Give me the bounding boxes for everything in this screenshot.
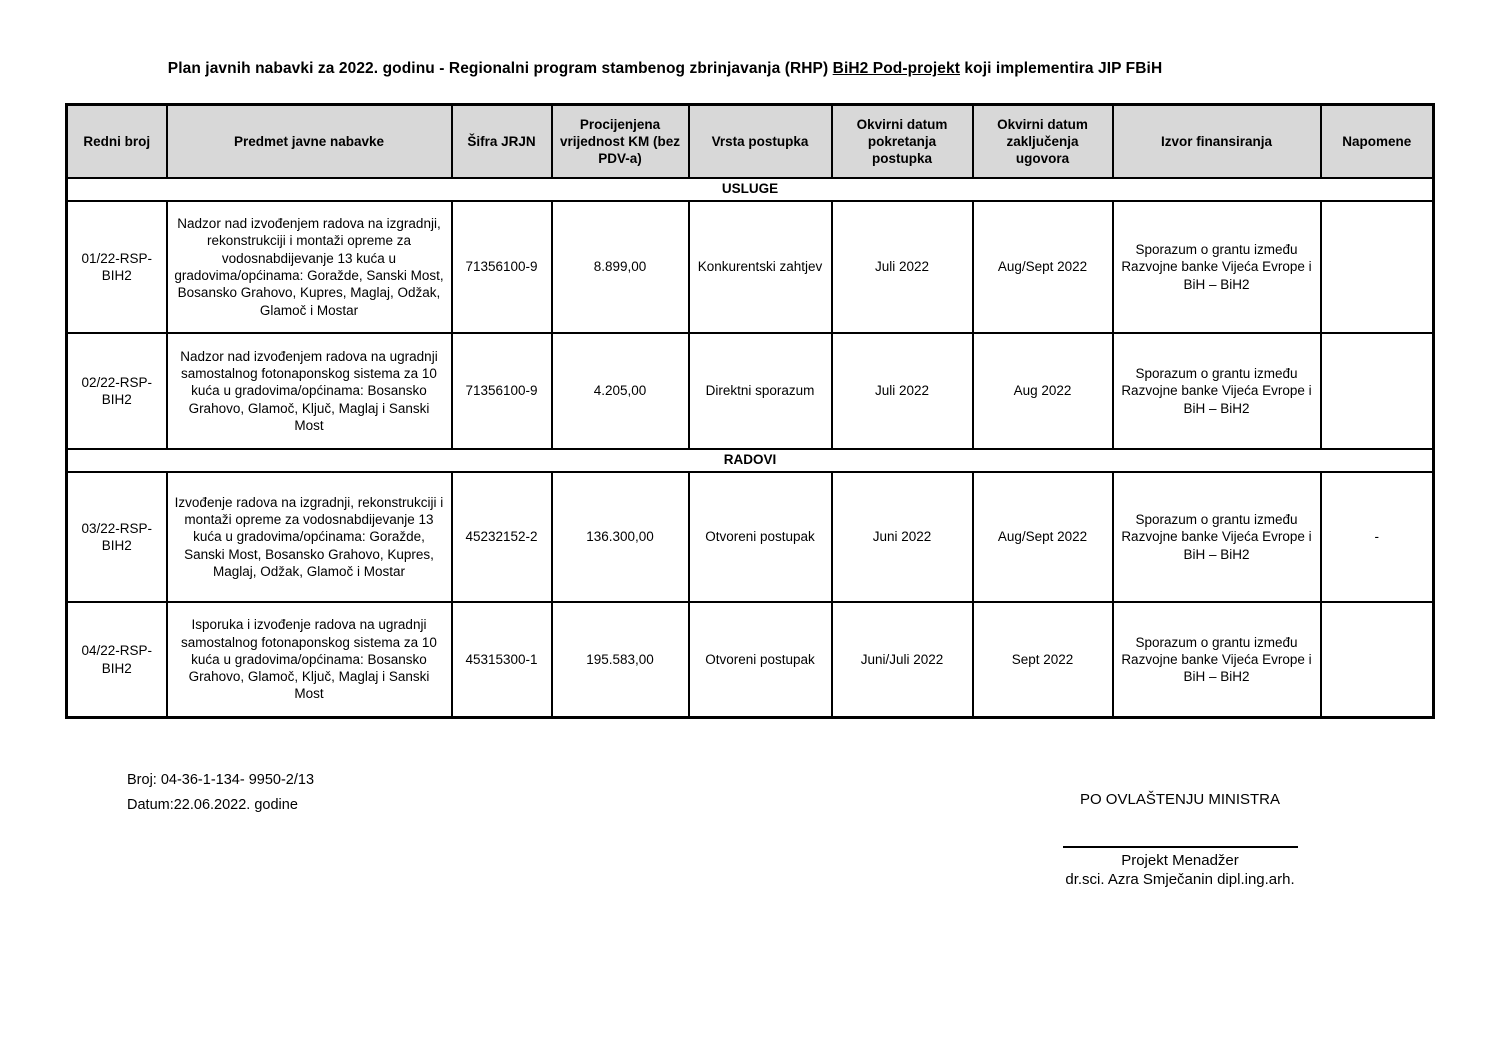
signature-block: PO OVLAŠTENJU MINISTRA Projekt Menadžer … bbox=[1020, 790, 1340, 889]
cell-vrsta: Otvoreni postupak bbox=[687, 471, 833, 603]
cell-izvor: Sporazum o grantu između Razvojne banke … bbox=[1111, 332, 1322, 450]
cell-datum-pokretanja: Juni/Juli 2022 bbox=[830, 601, 974, 719]
cell-izvor: Sporazum o grantu između Razvojne banke … bbox=[1111, 601, 1322, 719]
title-underlined-segment: BiH2 Pod-projekt bbox=[832, 60, 960, 77]
title-prefix: Plan javnih nabavki za 2022. godinu - Re… bbox=[167, 60, 833, 77]
column-header-sifra-jrjn: Šifra JRJN bbox=[450, 103, 553, 179]
cell-datum-zakljucenja: Sept 2022 bbox=[971, 601, 1114, 719]
column-header-datum-pokretanja: Okvirni datum pokretanja postupka bbox=[830, 103, 974, 179]
cell-napomene bbox=[1319, 601, 1435, 719]
column-header-napomene: Napomene bbox=[1319, 103, 1435, 179]
signer-name: dr.sci. Azra Smječanin dipl.ing.arh. bbox=[1065, 871, 1295, 888]
cell-predmet: Isporuka i izvođenje radova na ugradnji … bbox=[165, 601, 453, 719]
cell-napomene bbox=[1319, 332, 1435, 450]
section-label-usluge: USLUGE bbox=[65, 177, 1435, 202]
cell-vrijednost: 136.300,00 bbox=[550, 471, 690, 603]
cell-vrsta: Konkurentski zahtjev bbox=[687, 200, 833, 334]
column-header-vrijednost: Procijenjena vrijednost KM (bez PDV-a) bbox=[550, 103, 690, 179]
document-number: Broj: 04-36-1-134- 9950-2/13 bbox=[127, 772, 315, 788]
table-header-row: Redni broj Predmet javne nabavke Šifra J… bbox=[65, 103, 1435, 179]
cell-predmet: Nadzor nad izvođenjem radova na izgradnj… bbox=[165, 200, 453, 334]
cell-redni-broj: 03/22-RSP-BIH2 bbox=[65, 471, 168, 603]
document-title: Plan javnih nabavki za 2022. godinu - Re… bbox=[65, 60, 1265, 78]
table-row: 03/22-RSP-BIH2 Izvođenje radova na izgra… bbox=[65, 471, 1435, 603]
cell-vrijednost: 4.205,00 bbox=[550, 332, 690, 450]
cell-predmet: Izvođenje radova na izgradnji, rekonstru… bbox=[165, 471, 453, 603]
cell-datum-pokretanja: Juli 2022 bbox=[830, 200, 974, 334]
section-label-radovi: RADOVI bbox=[65, 448, 1435, 473]
cell-datum-pokretanja: Juli 2022 bbox=[830, 332, 974, 450]
cell-predmet: Nadzor nad izvođenjem radova na ugradnji… bbox=[165, 332, 453, 450]
cell-izvor: Sporazum o grantu između Razvojne banke … bbox=[1111, 471, 1322, 603]
cell-redni-broj: 04/22-RSP-BIH2 bbox=[65, 601, 168, 719]
cell-sifra: 71356100-9 bbox=[450, 332, 553, 450]
cell-vrijednost: 8.899,00 bbox=[550, 200, 690, 334]
section-row-usluge: USLUGE bbox=[65, 177, 1435, 202]
cell-napomene: - bbox=[1319, 471, 1435, 603]
cell-vrsta: Direktni sporazum bbox=[687, 332, 833, 450]
document-number-block: Broj: 04-36-1-134- 9950-2/13 Datum:22.06… bbox=[127, 768, 314, 818]
title-suffix: koji implementira JIP FBiH bbox=[960, 60, 1163, 77]
cell-datum-zakljucenja: Aug/Sept 2022 bbox=[971, 200, 1114, 334]
cell-izvor: Sporazum o grantu između Razvojne banke … bbox=[1111, 200, 1322, 334]
column-header-vrsta-postupka: Vrsta postupka bbox=[687, 103, 833, 179]
table-row: 01/22-RSP-BIH2 Nadzor nad izvođenjem rad… bbox=[65, 200, 1435, 334]
cell-sifra: 71356100-9 bbox=[450, 200, 553, 334]
cell-sifra: 45315300-1 bbox=[450, 601, 553, 719]
cell-sifra: 45232152-2 bbox=[450, 471, 553, 603]
authority-line: PO OVLAŠTENJU MINISTRA bbox=[1079, 791, 1281, 808]
column-header-datum-zakljucenja: Okvirni datum zaključenja ugovora bbox=[971, 103, 1114, 179]
signer-role: Projekt Menadžer bbox=[1121, 852, 1239, 869]
cell-datum-pokretanja: Juni 2022 bbox=[830, 471, 974, 603]
column-header-redni-broj: Redni broj bbox=[65, 103, 168, 179]
cell-vrijednost: 195.583,00 bbox=[550, 601, 690, 719]
table-row: 02/22-RSP-BIH2 Nadzor nad izvođenjem rad… bbox=[65, 332, 1435, 450]
cell-vrsta: Otvoreni postupak bbox=[687, 601, 833, 719]
table-row: 04/22-RSP-BIH2 Isporuka i izvođenje rado… bbox=[65, 601, 1435, 719]
cell-datum-zakljucenja: Aug 2022 bbox=[971, 332, 1114, 450]
document-date: Datum:22.06.2022. godine bbox=[127, 797, 298, 813]
cell-napomene bbox=[1319, 200, 1435, 334]
section-row-radovi: RADOVI bbox=[65, 448, 1435, 473]
column-header-predmet: Predmet javne nabavke bbox=[165, 103, 453, 179]
cell-redni-broj: 01/22-RSP-BIH2 bbox=[65, 200, 168, 334]
column-header-izvor-finansiranja: Izvor finansiranja bbox=[1111, 103, 1322, 179]
cell-datum-zakljucenja: Aug/Sept 2022 bbox=[971, 471, 1114, 603]
signature-line bbox=[1062, 846, 1298, 848]
cell-redni-broj: 02/22-RSP-BIH2 bbox=[65, 332, 168, 450]
procurement-plan-table: Redni broj Predmet javne nabavke Šifra J… bbox=[65, 103, 1435, 719]
